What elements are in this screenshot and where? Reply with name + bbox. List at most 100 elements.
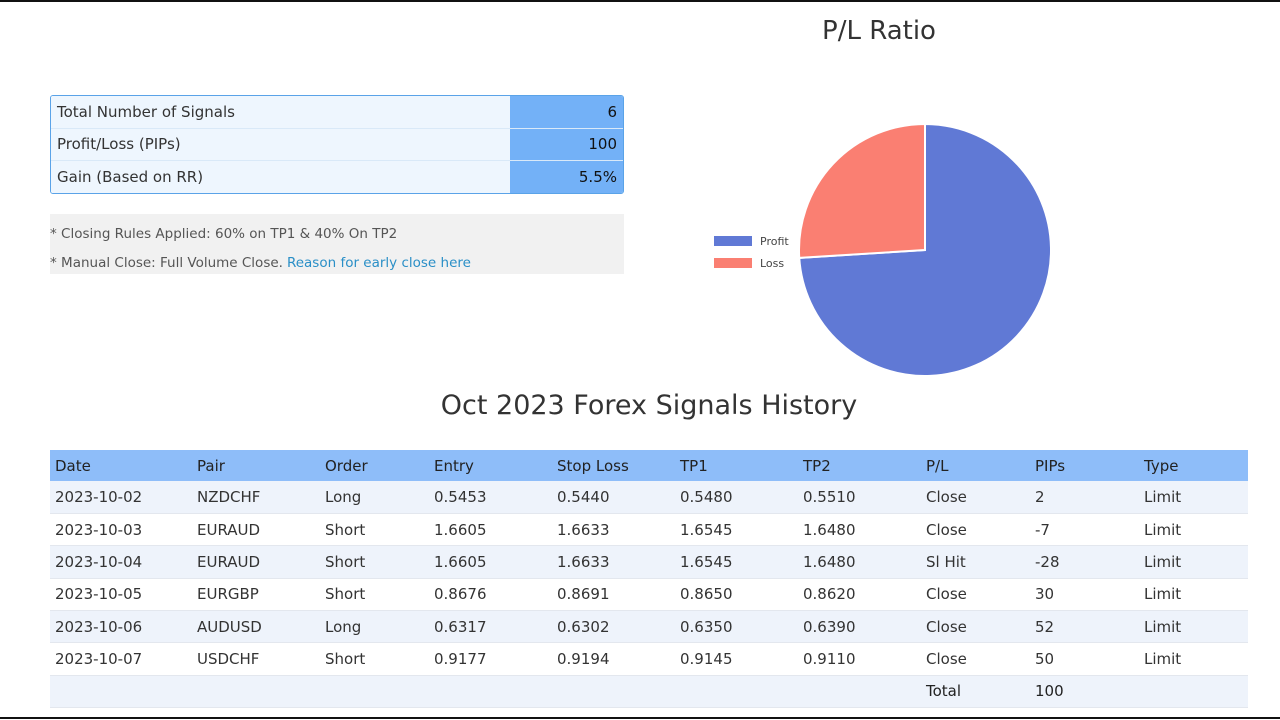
table-cell: 0.8676 xyxy=(429,578,552,612)
column-header: TP1 xyxy=(675,450,798,481)
legend-swatch-loss xyxy=(714,258,752,268)
summary-label: Total Number of Signals xyxy=(51,96,510,128)
table-cell: 0.8650 xyxy=(675,578,798,612)
manual-close-text: * Manual Close: Full Volume Close. xyxy=(50,254,283,271)
table-cell: USDCHF xyxy=(192,642,320,676)
table-cell: 0.6317 xyxy=(429,610,552,644)
column-header: Type xyxy=(1139,450,1248,481)
table-cell: Close xyxy=(921,610,1030,644)
summary-table: Total Number of Signals 6 Profit/Loss (P… xyxy=(50,95,624,194)
manual-close-note: * Manual Close: Full Volume Close. Reaso… xyxy=(50,248,624,277)
table-cell: Limit xyxy=(1139,481,1248,514)
early-close-reason-link[interactable]: Reason for early close here xyxy=(286,254,471,271)
total-label: Total xyxy=(921,675,1030,708)
column-header: Order xyxy=(320,450,429,481)
summary-value: 6 xyxy=(510,96,623,128)
chart-legend: Profit Loss xyxy=(714,230,789,274)
table-total-row: Total 100 xyxy=(50,675,1248,708)
table-cell: 1.6605 xyxy=(429,513,552,547)
table-cell: 0.6390 xyxy=(798,610,921,644)
table-cell: Short xyxy=(320,513,429,547)
table-cell: EURAUD xyxy=(192,513,320,547)
pie-slice-loss[interactable] xyxy=(798,122,926,259)
table-cell: 0.9177 xyxy=(429,642,552,676)
table-cell: Close xyxy=(921,642,1030,676)
table-cell: 0.5510 xyxy=(798,481,921,514)
table-cell: 2023-10-06 xyxy=(50,610,192,644)
table-cell: Short xyxy=(320,545,429,579)
table-cell: 1.6480 xyxy=(798,545,921,579)
table-cell: 1.6545 xyxy=(675,545,798,579)
table-cell: Short xyxy=(320,642,429,676)
table-cell: 2023-10-05 xyxy=(50,578,192,612)
table-header-row: Date Pair Order Entry Stop Loss TP1 TP2 P/L PIPs… xyxy=(50,450,1248,481)
table-cell: Long xyxy=(320,481,429,514)
table-cell: 0.6302 xyxy=(552,610,675,644)
table-cell: Limit xyxy=(1139,578,1248,612)
table-cell: 1.6633 xyxy=(552,513,675,547)
table-cell: NZDCHF xyxy=(192,481,320,514)
summary-row-profit-loss: Profit/Loss (PIPs) 100 xyxy=(51,128,623,161)
table-cell: 1.6633 xyxy=(552,545,675,579)
table-cell: Short xyxy=(320,578,429,612)
table-row: 2023-10-06 AUDUSD Long 0.6317 0.6302 0.6350 0.… xyxy=(50,610,1248,644)
table-row: 2023-10-07 USDCHF Short 0.9177 0.9194 0.9145 0… xyxy=(50,642,1248,676)
table-cell: AUDUSD xyxy=(192,610,320,644)
table-cell: 0.5453 xyxy=(429,481,552,514)
table-row: 2023-10-02 NZDCHF Long 0.5453 0.5440 0.5480 0.… xyxy=(50,481,1248,514)
total-value: 100 xyxy=(1030,675,1139,708)
table-cell: 52 xyxy=(1030,610,1139,644)
table-cell: Limit xyxy=(1139,610,1248,644)
table-cell: Long xyxy=(320,610,429,644)
table-row: 2023-10-03 EURAUD Short 1.6605 1.6633 1.6545 1… xyxy=(50,513,1248,547)
column-header: Stop Loss xyxy=(552,450,675,481)
legend-label-profit: Profit xyxy=(760,234,789,248)
signals-history-table: Date Pair Order Entry Stop Loss TP1 TP2 P/L PIPs… xyxy=(50,450,1248,708)
table-cell: 0.9145 xyxy=(675,642,798,676)
column-header: P/L xyxy=(921,450,1030,481)
closing-rules-text: * Closing Rules Applied: 60% on TP1 & 40… xyxy=(50,225,398,242)
legend-item-profit[interactable]: Profit xyxy=(714,230,789,252)
table-cell: -7 xyxy=(1030,513,1139,547)
table-cell: 0.8691 xyxy=(552,578,675,612)
closing-rules-note: * Closing Rules Applied: 60% on TP1 & 40… xyxy=(50,219,624,248)
summary-row-signals: Total Number of Signals 6 xyxy=(51,96,623,129)
summary-label: Gain (Based on RR) xyxy=(51,161,510,193)
table-cell: 0.5480 xyxy=(675,481,798,514)
history-title: Oct 2023 Forex Signals History xyxy=(440,390,858,421)
table-cell: EURGBP xyxy=(192,578,320,612)
table-cell: 1.6545 xyxy=(675,513,798,547)
summary-value: 100 xyxy=(510,128,623,160)
table-cell: Sl Hit xyxy=(921,545,1030,579)
table-cell: -28 xyxy=(1030,545,1139,579)
table-cell: 1.6605 xyxy=(429,545,552,579)
column-header: Entry xyxy=(429,450,552,481)
summary-label: Profit/Loss (PIPs) xyxy=(51,128,510,160)
table-cell: Close xyxy=(921,578,1030,612)
table-cell: 50 xyxy=(1030,642,1139,676)
column-header: TP2 xyxy=(798,450,921,481)
pl-ratio-pie-chart xyxy=(798,122,1052,377)
table-cell: 1.6480 xyxy=(798,513,921,547)
table-cell: 0.5440 xyxy=(552,481,675,514)
table-cell: Close xyxy=(921,481,1030,514)
column-header: Pair xyxy=(192,450,320,481)
table-cell: 0.8620 xyxy=(798,578,921,612)
column-header: Date xyxy=(50,450,192,481)
table-cell: 2 xyxy=(1030,481,1139,514)
table-cell: 2023-10-07 xyxy=(50,642,192,676)
table-row: 2023-10-05 EURGBP Short 0.8676 0.8691 0.8650 0… xyxy=(50,578,1248,612)
table-cell: Limit xyxy=(1139,545,1248,579)
legend-label-loss: Loss xyxy=(760,256,785,270)
table-cell: 0.6350 xyxy=(675,610,798,644)
legend-item-loss[interactable]: Loss xyxy=(714,252,789,274)
table-cell: Limit xyxy=(1139,642,1248,676)
table-cell: 0.9110 xyxy=(798,642,921,676)
bottom-border xyxy=(0,717,1280,719)
legend-swatch-profit xyxy=(714,236,752,246)
table-cell: Limit xyxy=(1139,513,1248,547)
summary-value: 5.5% xyxy=(510,161,623,193)
table-row: 2023-10-04 EURAUD Short 1.6605 1.6633 1.6545 1… xyxy=(50,545,1248,579)
table-cell: EURAUD xyxy=(192,545,320,579)
table-cell: 30 xyxy=(1030,578,1139,612)
